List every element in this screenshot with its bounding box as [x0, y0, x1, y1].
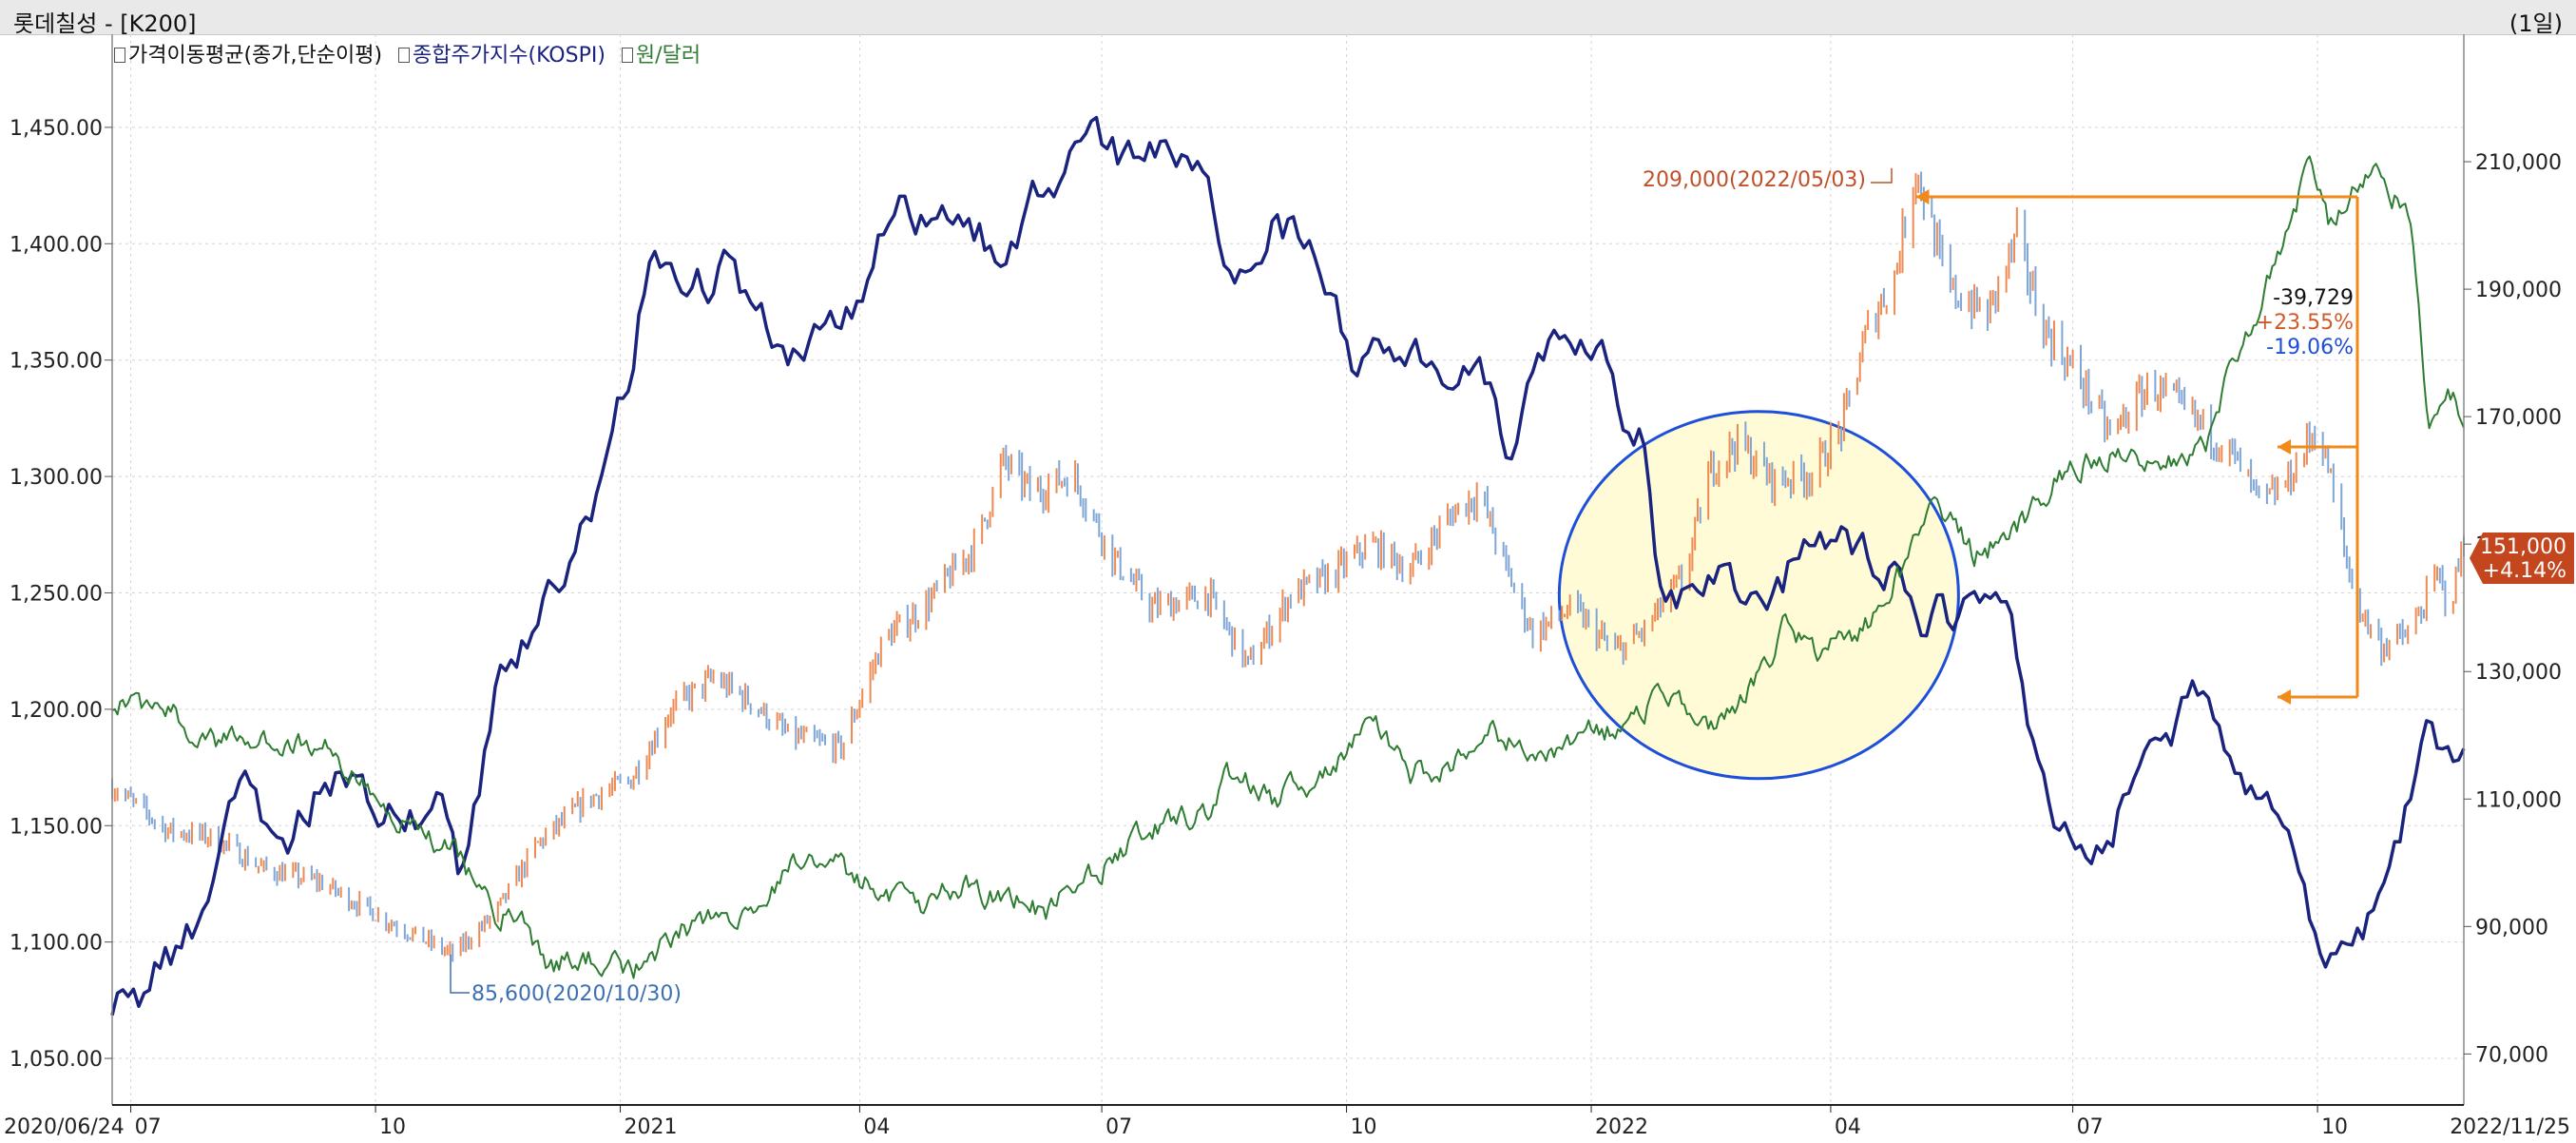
- x-tick-label: 07: [2077, 1115, 2104, 1139]
- grid: [112, 34, 2464, 1105]
- left-tick-label: 1,050.00: [10, 1048, 103, 1072]
- right-tick-label: 90,000: [2475, 916, 2548, 940]
- kospi-line: [110, 115, 2466, 1017]
- left-tick-label: 1,100.00: [10, 932, 103, 956]
- legend-box-icon: [398, 48, 411, 63]
- x-tick-label: 10: [1351, 1115, 1377, 1139]
- diff-from-low-pct: +23.55%: [2257, 311, 2354, 335]
- price-bars: [111, 171, 2465, 962]
- period-label[interactable]: (1일): [2509, 10, 2563, 37]
- legend-label: 가격이동평균(종가,단순이평): [128, 44, 383, 68]
- x-tick-label: 04: [863, 1115, 890, 1139]
- high-pointer: [1871, 167, 1893, 184]
- legend-box-icon: [621, 48, 633, 63]
- last-price-badge: 151,000 +4.14%: [2470, 533, 2574, 584]
- x-tick-label: 2022: [1595, 1115, 1648, 1139]
- left-axis: 1,450.00 1,400.00 1,350.00 1,300.00 1,250.00…: [10, 117, 112, 1072]
- x-tick-label: 04: [1835, 1115, 1861, 1139]
- low-pointer: [450, 954, 470, 994]
- right-tick-label: 210,000: [2475, 151, 2562, 175]
- legend-item-ma[interactable]: 가격이동평균(종가,단순이평): [114, 44, 389, 68]
- x-end-label: 2022/11/25: [2450, 1115, 2570, 1139]
- low-arrow-icon: [2278, 689, 2291, 705]
- legend: 가격이동평균(종가,단순이평) 종합주가지수(KOSPI) 원/달러: [114, 38, 710, 68]
- title-bar: 롯데칠성 - [K200] (1일): [0, 0, 2576, 37]
- axes: [111, 34, 2465, 1106]
- legend-item-kospi[interactable]: 종합주가지수(KOSPI): [398, 44, 612, 68]
- legend-label: 원/달러: [635, 44, 702, 68]
- left-tick-label: 1,200.00: [10, 699, 103, 723]
- left-tick-label: 1,350.00: [10, 350, 103, 374]
- diff-value: -39,729: [2273, 286, 2354, 310]
- right-tick-label: 190,000: [2475, 279, 2562, 302]
- right-axis: 210,000190,000170,000150,000130,000110,0…: [2464, 151, 2562, 1067]
- legend-box-icon: [114, 48, 125, 63]
- low-label: 85,600(2020/10/30): [471, 982, 682, 1006]
- x-start-label: 2020/06/24: [4, 1115, 125, 1139]
- annotations: 209,000(2022/05/03) 85,600(2020/10/30) -…: [4, 168, 2570, 1139]
- left-tick-label: 1,150.00: [10, 815, 103, 839]
- x-tick-label: 07: [135, 1115, 162, 1139]
- usdkrw-line: [111, 155, 2465, 979]
- right-tick-label: 70,000: [2475, 1043, 2548, 1067]
- last-price: 151,000: [2480, 535, 2566, 559]
- legend-item-usdkrw[interactable]: 원/달러: [621, 44, 702, 68]
- current-arrow-icon: [2278, 439, 2291, 455]
- high-label: 209,000(2022/05/03): [1643, 168, 1866, 192]
- x-tick-label: 10: [379, 1115, 406, 1139]
- high-arrow-icon: [1915, 189, 1930, 204]
- right-tick-label: 130,000: [2475, 661, 2562, 685]
- x-axis: 07 10 2021 04 07 10 2022 04 07 10: [130, 1105, 2348, 1139]
- high-low-markers: [450, 167, 2359, 994]
- last-change: +4.14%: [2483, 559, 2566, 583]
- right-tick-label: 110,000: [2475, 788, 2562, 812]
- left-tick-label: 1,400.00: [10, 233, 103, 257]
- left-tick-label: 1,250.00: [10, 582, 103, 606]
- right-tick-label: 170,000: [2475, 406, 2562, 430]
- left-tick-label: 1,300.00: [10, 466, 103, 490]
- chart-title: 롯데칠성 - [K200]: [13, 10, 197, 37]
- x-tick-label: 10: [2321, 1115, 2348, 1139]
- legend-label: 종합주가지수(KOSPI): [413, 44, 606, 68]
- diff-from-high-pct: -19.06%: [2266, 336, 2354, 359]
- x-tick-label: 2021: [625, 1115, 678, 1139]
- series-lines: [110, 115, 2466, 1017]
- left-tick-label: 1,450.00: [10, 117, 103, 141]
- x-tick-label: 07: [1105, 1115, 1132, 1139]
